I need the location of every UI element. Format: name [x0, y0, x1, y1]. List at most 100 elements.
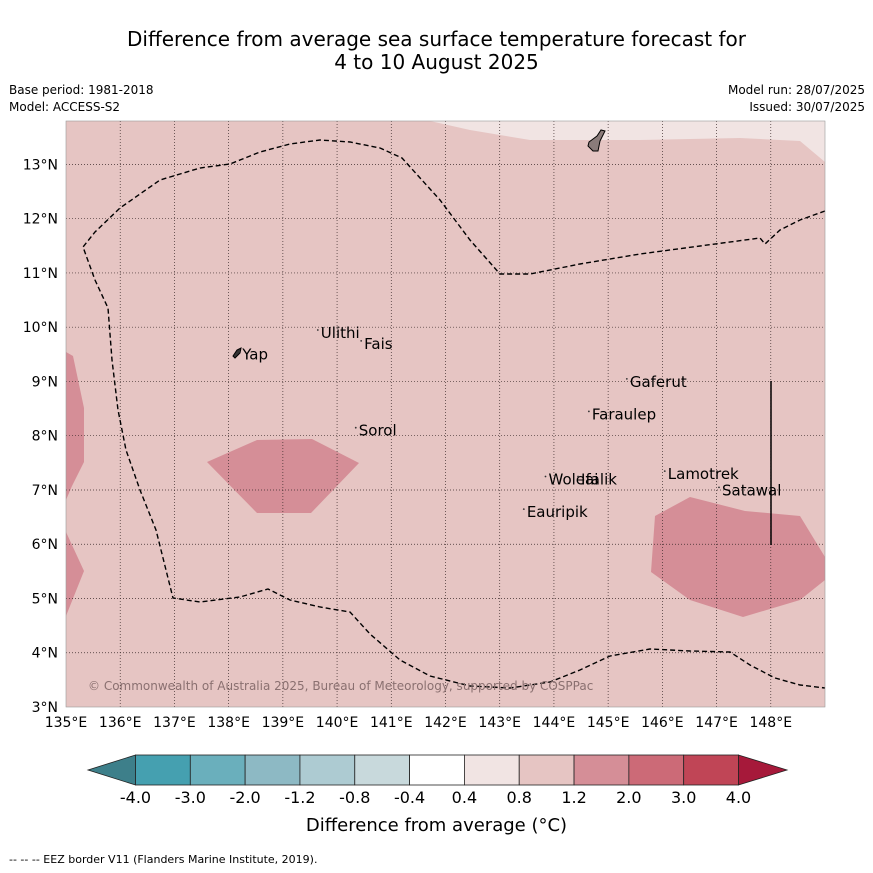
longitude-tick-label: 135°E — [45, 715, 88, 731]
longitude-tick-label: 148°E — [749, 715, 792, 731]
latitude-tick-label: 4°N — [32, 646, 58, 662]
place-marker: Faraulep — [587, 405, 656, 423]
place-dot — [625, 377, 628, 380]
place-label: Eauripik — [527, 503, 588, 521]
colorbar-tick-label: -3.0 — [175, 788, 206, 807]
colorbar-tick-label: 0.8 — [507, 788, 532, 807]
colorbar-tick-label: -2.0 — [230, 788, 261, 807]
latitude-tick-label: 8°N — [32, 429, 58, 445]
place-dot — [354, 426, 357, 429]
place-label: Satawal — [722, 481, 781, 499]
longitude-axis: 135°E 136°E 137°E 138°E 139°E 140°E 141°E 142°E… — [45, 715, 792, 731]
longitude-tick-label: 136°E — [99, 715, 142, 731]
colorbar-segment — [354, 754, 410, 786]
place-marker: Woleai — [544, 471, 599, 489]
longitude-tick-label: 145°E — [587, 715, 630, 731]
colorbar: -4.0 -3.0 -2.0 -1.2 -0.8 -0.4 0.4 0.8 1.2 2.0 3.0 4… — [86, 754, 789, 807]
latitude-tick-label: 5°N — [32, 591, 58, 607]
issued-date: Issued: 30/07/2025 — [749, 100, 865, 114]
place-label: Lamotrek — [668, 465, 739, 483]
place-marker: Ifalik — [577, 471, 617, 489]
place-marker: Satawal — [718, 481, 781, 499]
guam-island — [587, 129, 606, 152]
longitude-tick-label: 143°E — [478, 715, 521, 731]
colorbar-segment — [518, 754, 575, 786]
latitude-tick-label: 9°N — [32, 374, 58, 390]
place-marker: Ulithi — [316, 324, 360, 342]
longitude-tick-label: 144°E — [533, 715, 576, 731]
colorbar-tick-label: 3.0 — [671, 788, 696, 807]
colorbar-tick-label: -0.4 — [394, 788, 425, 807]
colorbar-tick-label: 2.0 — [616, 788, 641, 807]
place-marker: Fais — [360, 335, 393, 353]
latitude-tick-label: 11°N — [23, 266, 58, 282]
place-marker: Eauripik — [522, 503, 588, 521]
colorbar-tick-label: -0.8 — [339, 788, 370, 807]
place-marker: Lamotrek — [663, 465, 739, 483]
yap-island — [232, 347, 242, 359]
colorbar-tick-label: 0.4 — [452, 788, 477, 807]
latitude-axis: 13°N 12°N 11°N 10°N 9°N 8°N 7°N 6°N 5°N 4°N 3°N — [23, 157, 58, 716]
title-line1: Difference from average sea surface temp… — [126, 27, 746, 51]
title-line2: 4 to 10 August 2025 — [334, 50, 539, 74]
graticule — [66, 121, 825, 707]
place-marker: Yap — [238, 346, 268, 364]
place-marker: Sorol — [354, 422, 397, 440]
latitude-tick-label: 10°N — [23, 320, 58, 336]
place-dot — [522, 508, 525, 510]
place-label: Faraulep — [592, 405, 656, 423]
place-dot — [663, 470, 666, 473]
colorbar-segment — [299, 754, 356, 786]
latitude-tick-label: 12°N — [23, 212, 58, 228]
warm-anomaly-west-north — [66, 352, 84, 500]
copyright-notice: © Commonwealth of Australia 2025, Bureau… — [88, 679, 593, 693]
longitude-tick-label: 142°E — [424, 715, 467, 731]
model-run: Model run: 28/07/2025 — [727, 83, 865, 97]
base-period: Base period: 1981-2018 — [9, 83, 154, 97]
longitude-tick-label: 140°E — [316, 715, 359, 731]
warm-anomaly-west-south — [66, 532, 84, 616]
colorbar-segment — [189, 754, 246, 786]
colorbar-extend-low — [86, 754, 136, 786]
longitude-tick-label: 147°E — [695, 715, 738, 731]
longitude-tick-label: 146°E — [641, 715, 684, 731]
footer-note: -- -- -- EEZ border V11 (Flanders Marine… — [9, 853, 318, 866]
place-label: Ulithi — [321, 324, 360, 342]
colorbar-segment — [464, 754, 520, 786]
longitude-tick-label: 141°E — [370, 715, 413, 731]
latitude-tick-label: 6°N — [32, 537, 58, 553]
colorbar-segment — [573, 754, 630, 786]
latitude-tick-label: 13°N — [23, 157, 58, 173]
colorbar-segment — [244, 754, 301, 786]
latitude-tick-label: 3°N — [32, 700, 58, 716]
place-label: Fais — [364, 335, 393, 353]
colorbar-tick-label: 1.2 — [561, 788, 586, 807]
colorbar-segment — [628, 754, 685, 786]
colorbar-tick-label: 4.0 — [726, 788, 751, 807]
place-dot — [238, 350, 241, 353]
place-dot — [360, 339, 363, 342]
warm-anomaly-southeast — [651, 497, 825, 617]
place-dot — [544, 475, 547, 478]
place-label: Ifalik — [581, 471, 617, 489]
map-frame — [65, 120, 826, 708]
place-dot — [718, 486, 720, 489]
place-label: Gaferut — [630, 373, 687, 391]
longitude-tick-label: 137°E — [153, 715, 196, 731]
latitude-tick-label: 7°N — [32, 483, 58, 499]
place-label: Yap — [241, 346, 268, 364]
eez-border — [82, 139, 826, 689]
place-marker: Gaferut — [625, 373, 687, 391]
light-anomaly-region — [430, 121, 825, 162]
colorbar-segment — [683, 754, 739, 786]
place-dot — [316, 329, 319, 331]
place-label: Woleai — [549, 471, 599, 489]
colorbar-tick-label: -4.0 — [120, 788, 151, 807]
colorbar-label: Difference from average (°C) — [305, 815, 568, 836]
colorbar-segment — [135, 754, 191, 786]
warm-anomaly-central — [207, 439, 359, 513]
longitude-tick-label: 139°E — [262, 715, 305, 731]
